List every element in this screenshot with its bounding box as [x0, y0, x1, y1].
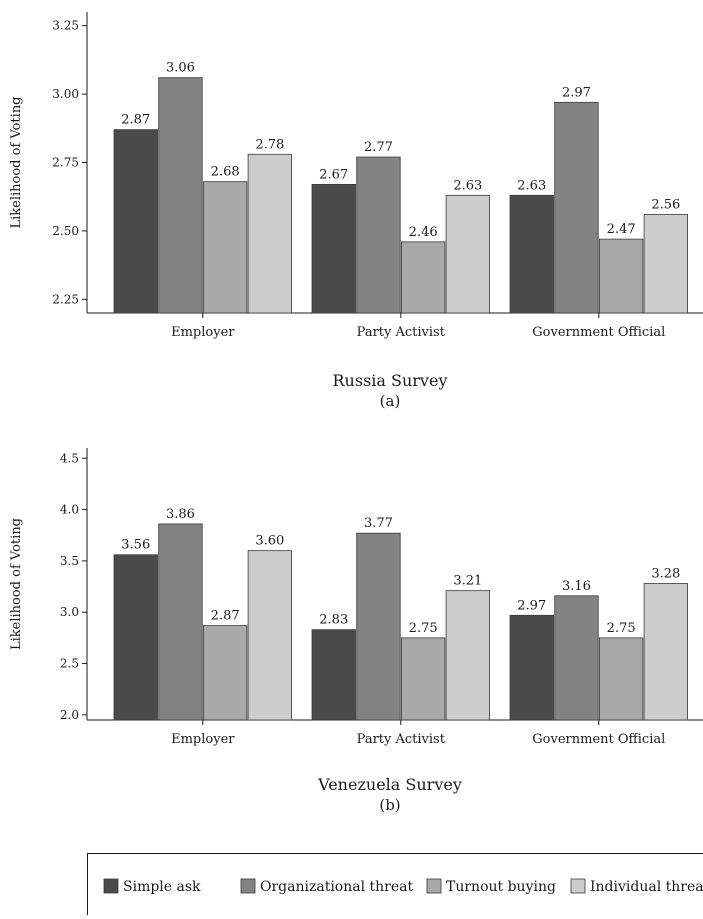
data-label: 3.60: [255, 534, 284, 549]
data-label: 2.87: [121, 113, 150, 128]
legend-swatch: [571, 879, 585, 893]
data-label: 2.75: [409, 621, 438, 636]
data-label: 2.63: [517, 178, 546, 193]
legend-label: Individual threat: [590, 879, 703, 895]
y-tick-label: 2.75: [52, 156, 79, 170]
data-label: 2.68: [211, 165, 240, 180]
bar: [203, 182, 247, 313]
bar: [446, 195, 490, 313]
data-label: 3.56: [121, 538, 150, 553]
panel-title: Russia Survey: [333, 371, 448, 390]
bar: [357, 157, 401, 313]
bar: [599, 638, 643, 720]
bar: [510, 615, 554, 720]
y-tick-label: 2.5: [60, 657, 79, 671]
bar: [203, 626, 247, 720]
y-tick-label: 3.25: [52, 19, 79, 33]
data-label: 3.86: [166, 507, 195, 522]
data-label: 3.28: [651, 566, 680, 581]
y-tick-label: 3.5: [60, 554, 79, 568]
y-tick-label: 3.0: [60, 605, 79, 619]
legend-swatch: [427, 879, 441, 893]
data-label: 2.67: [319, 167, 348, 182]
y-tick-label: 3.00: [52, 87, 79, 101]
data-label: 3.77: [364, 516, 393, 531]
x-tick-label: Party Activist: [357, 732, 446, 747]
legend-label: Simple ask: [123, 879, 201, 895]
bar: [555, 102, 599, 313]
bar: [510, 195, 554, 313]
bar: [312, 630, 356, 720]
bar: [312, 184, 356, 313]
venezuela-survey-chart: 2.0 2.5 3.0 3.5 4.0 4.5 Likelihood of Voting 3.…: [9, 448, 703, 814]
chart-legend: Simple ask Organizational threat Turnout b…: [88, 854, 703, 916]
bar: [248, 551, 292, 720]
data-label: 2.63: [453, 178, 482, 193]
x-tick-label: Employer: [171, 732, 235, 747]
panel-subtitle: (b): [379, 796, 400, 814]
bar: [114, 130, 158, 313]
bar: [599, 239, 643, 313]
y-axis-label: Likelihood of Voting: [9, 96, 24, 228]
y-tick-label: 4.0: [60, 503, 79, 517]
x-tick-label: Employer: [171, 325, 235, 340]
bar: [114, 555, 158, 720]
data-label: 2.97: [517, 598, 546, 613]
data-label: 3.21: [453, 574, 482, 589]
legend-swatch: [104, 879, 118, 893]
legend-label: Turnout buying: [446, 879, 556, 895]
bar: [248, 154, 292, 313]
data-label: 2.83: [319, 613, 348, 628]
data-label: 2.46: [409, 225, 438, 240]
y-axis-label: Likelihood of Voting: [9, 518, 24, 650]
legend-label: Organizational threat: [260, 879, 413, 895]
russia-survey-chart: 2.25 2.50 2.75 3.00 3.25 Likelihood of Voting…: [9, 12, 703, 410]
data-label: 2.78: [255, 137, 284, 152]
bar: [446, 591, 490, 720]
data-label: 3.06: [166, 61, 195, 76]
bar: [555, 596, 599, 720]
bar: [357, 533, 401, 720]
data-label: 2.77: [364, 140, 393, 155]
bar: [159, 524, 203, 720]
x-tick-label: Government Official: [532, 732, 665, 747]
data-label: 2.75: [607, 621, 636, 636]
y-tick-label: 4.5: [60, 451, 79, 465]
data-label: 2.47: [607, 222, 636, 237]
bar: [159, 78, 203, 313]
bar: [401, 638, 445, 720]
data-label: 3.16: [562, 579, 591, 594]
data-label: 2.56: [651, 197, 680, 212]
y-tick-label: 2.50: [52, 224, 79, 238]
panel-subtitle: (a): [380, 392, 401, 410]
data-label: 2.97: [562, 85, 591, 100]
legend-swatch: [241, 879, 255, 893]
bar: [401, 242, 445, 313]
bar: [644, 214, 688, 313]
x-tick-label: Government Official: [532, 325, 665, 340]
y-tick-label: 2.0: [60, 708, 79, 722]
bar: [644, 583, 688, 720]
data-label: 2.87: [211, 609, 240, 624]
x-tick-label: Party Activist: [357, 325, 446, 340]
panel-title: Venezuela Survey: [317, 775, 462, 794]
y-tick-label: 2.25: [52, 292, 79, 306]
